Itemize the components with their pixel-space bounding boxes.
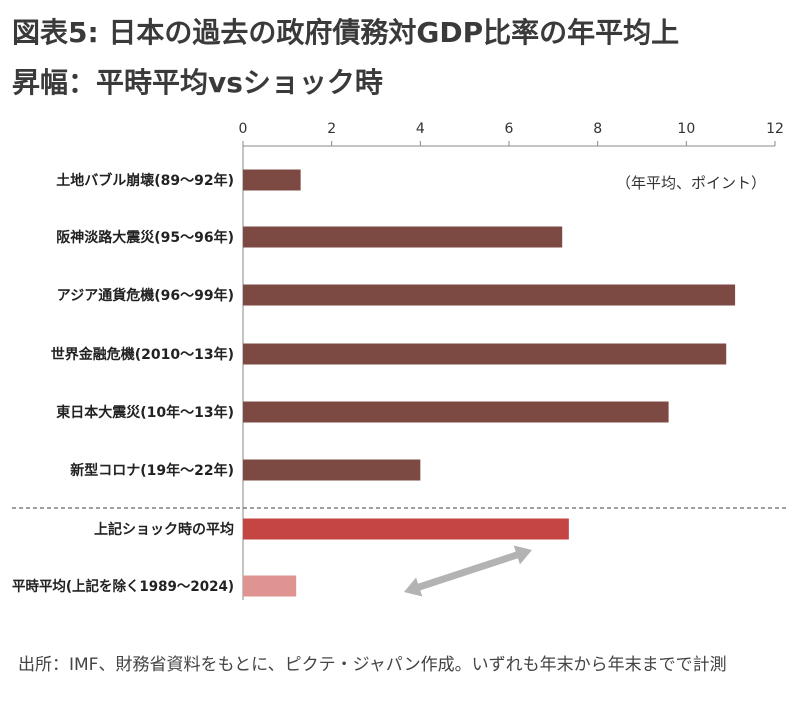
x-tick-label: 4: [416, 121, 425, 137]
category-label: 東日本大震災(10年～13年): [56, 404, 234, 421]
category-label-layer: （年平均、ポイント） 土地バブル崩壊(89～92年) 阪神淡路大震災(95～96年)…: [12, 172, 766, 595]
bar: [243, 518, 569, 540]
title-block: 図表5: 日本の過去の政府債務対GDP比率の年平均上 昇幅：平時平均vsショック…: [12, 8, 788, 108]
comparison-arrow-shaft: [416, 551, 520, 591]
x-tick-label: 0: [239, 121, 248, 137]
x-tick-label: 10: [677, 121, 695, 137]
bar: [243, 343, 727, 365]
bar-layer: [243, 169, 736, 597]
category-label: 平時平均(上記を除く1989～2024): [12, 578, 234, 595]
bar: [243, 459, 421, 481]
bar: [243, 401, 669, 423]
annotation-layer: [404, 545, 532, 597]
axis-layer: 0 2 4 6 8 10 12: [12, 121, 786, 600]
bar: [243, 575, 297, 597]
category-label: 世界金融危機(2010～13年): [51, 346, 234, 363]
category-label: 阪神淡路大震災(95～96年): [56, 229, 234, 246]
comparison-arrow-head-left: [404, 577, 423, 597]
chart-title-line-1: 図表5: 日本の過去の政府債務対GDP比率の年平均上: [12, 16, 680, 49]
x-tick-label: 2: [327, 121, 336, 137]
chart-title-line-2: 昇幅：平時平均vsショック時: [12, 66, 383, 99]
category-label: 上記ショック時の平均: [94, 521, 234, 538]
x-tick-label: 6: [505, 121, 514, 137]
x-tick-label: 12: [766, 121, 784, 137]
source-note: 出所：IMF、財務省資料をもとに、ピクテ・ジャパン作成。いずれも年末から年末まで…: [18, 655, 727, 675]
comparison-arrow-head-right: [513, 545, 532, 565]
bar: [243, 284, 736, 306]
bar: [243, 169, 301, 191]
x-tick-label: 8: [593, 121, 602, 137]
category-label: 新型コロナ(19年～22年): [70, 462, 234, 479]
category-label: アジア通貨危機(96～99年): [57, 287, 234, 304]
category-label: 土地バブル崩壊(89～92年): [56, 172, 234, 189]
bar: [243, 226, 563, 248]
unit-note: （年平均、ポイント）: [616, 174, 766, 192]
